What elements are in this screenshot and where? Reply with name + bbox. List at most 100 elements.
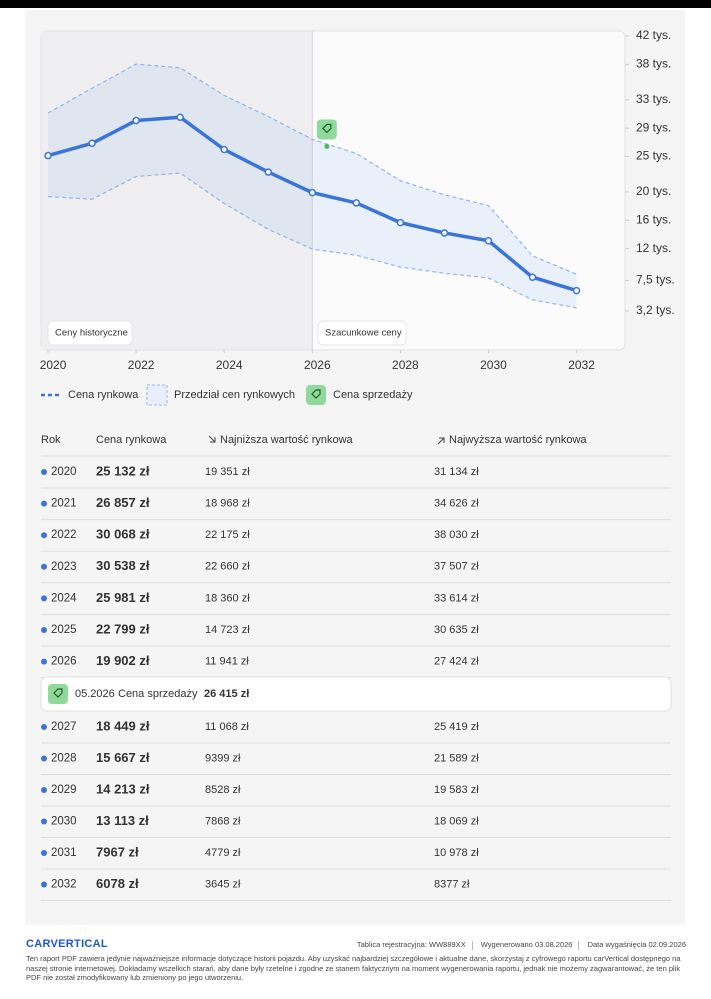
row-year: 2028 <box>51 753 77 765</box>
x-tick-label: 2032 <box>568 358 595 372</box>
expiry: 02.09.2026 <box>648 940 686 949</box>
table-header: Rok <box>41 434 61 446</box>
row-market-price: 13 113 zł <box>96 813 149 828</box>
market-price-point <box>572 286 581 295</box>
row-high-price: 27 424 zł <box>434 656 479 668</box>
row-year: 2031 <box>51 847 77 859</box>
row-year: 2030 <box>51 816 77 828</box>
sale-row <box>40 676 672 712</box>
row-market-price: 7967 zł <box>96 844 139 859</box>
sale-value: 26 415 zł <box>204 688 249 700</box>
market-price-point <box>220 145 228 154</box>
row-dot <box>41 627 47 633</box>
y-tick-label: 7,5 tys. <box>636 273 675 287</box>
row-low-price: 22 175 zł <box>205 529 250 541</box>
market-price-point <box>132 116 140 125</box>
row-dot <box>41 532 47 539</box>
legend-label: Cena sprzedaży <box>333 389 413 401</box>
legend-sale-icon-glyph <box>311 389 321 399</box>
row-market-price: 25 132 zł <box>96 463 150 478</box>
y-tick-label: 25 tys. <box>636 149 671 163</box>
row-year: 2020 <box>51 466 77 478</box>
row-high-price: 21 589 zł <box>434 752 479 764</box>
y-tick-label: 33 tys. <box>636 92 671 106</box>
market-price-point <box>484 236 493 245</box>
row-high-price: 25 419 zł <box>434 721 479 733</box>
table-header: Cena rynkowa <box>96 434 167 446</box>
y-tick-label: 16 tys. <box>636 212 671 226</box>
row-dot <box>41 787 47 793</box>
price-band-high <box>47 63 577 275</box>
forecast-label: Szacunkowe ceny <box>325 328 402 339</box>
row-high-price: 33 614 zł <box>434 592 479 604</box>
row-high-price: 38 030 zł <box>434 529 479 541</box>
x-tick-label: 2030 <box>480 358 507 372</box>
row-year: 2027 <box>51 721 77 733</box>
y-tick-label: 42 tys. <box>636 28 671 42</box>
report-meta: Tablica rejestracyjna: WW889XX Wygenerow… <box>357 940 686 950</box>
row-market-price: 6078 zł <box>96 876 139 891</box>
row-low-price: 18 360 zł <box>205 592 250 604</box>
sale-icon-glyph <box>321 123 332 134</box>
sale-icon <box>316 119 337 140</box>
sale-row-icon-glyph <box>53 688 63 698</box>
row-market-price: 19 902 zł <box>96 653 150 668</box>
row-market-price: 22 799 zł <box>96 621 150 636</box>
row-low-price: 11 068 zł <box>205 721 249 733</box>
market-price-point <box>88 139 96 148</box>
row-dot <box>41 658 47 665</box>
row-high-price: 19 583 zł <box>434 784 479 796</box>
row-dot <box>41 755 47 762</box>
row-low-price: 3645 zł <box>205 878 241 890</box>
row-market-price: 30 068 zł <box>96 527 150 542</box>
row-market-price: 30 538 zł <box>96 558 150 573</box>
row-dot <box>41 563 47 570</box>
x-tick-label: 2024 <box>216 358 243 372</box>
row-high-price: 18 069 zł <box>434 815 479 827</box>
row-dot <box>41 850 47 856</box>
market-price-point <box>264 168 273 176</box>
row-year: 2022 <box>51 529 77 541</box>
legend-label: Cena rynkowa <box>68 389 139 401</box>
row-low-price: 7868 zł <box>205 815 241 827</box>
row-low-price: 18 968 zł <box>205 498 250 510</box>
row-market-price: 25 981 zł <box>96 590 150 605</box>
disclaimer: Ten raport PDF zawiera jedynie najważnie… <box>26 954 681 982</box>
row-year: 2025 <box>51 624 77 636</box>
market-price-point <box>396 218 405 227</box>
footer: CARVERTICAL Tablica rejestracyjna: WW889… <box>26 938 686 983</box>
history-label: Ceny historyczne <box>55 328 128 339</box>
plate: WW889XX <box>429 940 466 949</box>
row-low-price: 8528 zł <box>205 784 241 796</box>
row-market-price: 14 213 zł <box>96 781 150 796</box>
legend-label: Przedział cen rynkowych <box>174 389 295 401</box>
row-dot <box>41 724 47 730</box>
expiry-label: Data wygaśnięcia <box>587 940 647 949</box>
x-tick-label: 2022 <box>128 358 155 372</box>
y-tick-label: 12 tys. <box>636 241 671 255</box>
legend-sale-icon <box>306 385 326 405</box>
row-high-price: 34 626 zł <box>434 498 479 510</box>
row-high-price: 31 134 zł <box>434 466 479 478</box>
row-dot <box>41 818 47 825</box>
row-year: 2029 <box>51 784 77 796</box>
row-market-price: 15 667 zł <box>96 750 150 765</box>
y-tick-label: 38 tys. <box>636 56 671 70</box>
report-card: 42 tys. 38 tys. 33 tys. 29 tys. 25 tys. 20 ty… <box>39 28 675 901</box>
row-low-price: 22 660 zł <box>205 561 250 573</box>
row-low-price: 14 723 zł <box>205 624 250 636</box>
row-year: 2023 <box>51 561 77 573</box>
sale-row-icon <box>48 684 68 704</box>
row-dot <box>41 595 47 602</box>
row-high-price: 10 978 zł <box>434 847 479 859</box>
row-high-price: 8377 zł <box>434 878 470 890</box>
sale-point <box>324 143 330 149</box>
sale-date: 05.2026 <box>75 688 115 700</box>
row-year: 2032 <box>51 879 77 891</box>
market-price-point <box>176 113 184 121</box>
row-year: 2026 <box>51 656 77 668</box>
row-market-price: 18 449 zł <box>96 718 150 733</box>
generated: 03.08.2026 <box>534 940 573 949</box>
table-header: Najniższa wartość rynkowa <box>220 434 354 446</box>
